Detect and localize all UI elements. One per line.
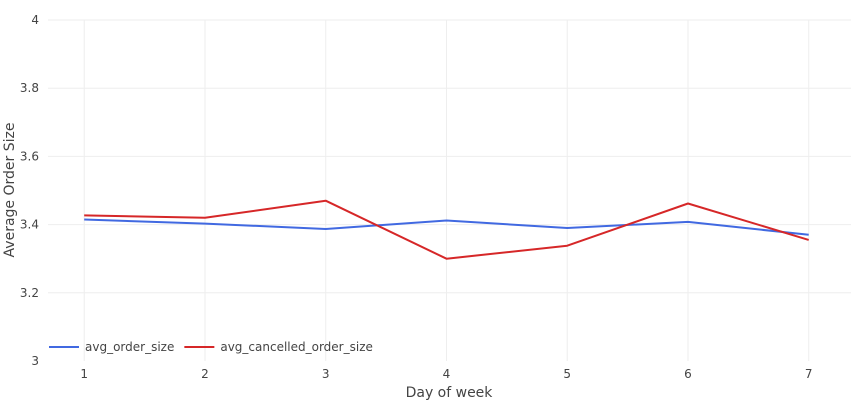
y-tick-label: 3 [31,354,39,368]
series-lines [84,199,809,260]
legend: avg_order_size avg_cancelled_order_size [49,340,373,354]
y-tick-label: 4 [31,13,39,27]
series-line-avg-order-size [84,218,809,236]
legend-label: avg_cancelled_order_size [220,340,373,354]
x-tick-label: 4 [443,367,451,381]
x-tick-label: 3 [322,367,330,381]
x-tick-label: 1 [80,367,88,381]
legend-item[interactable]: avg_order_size [49,340,174,354]
y-axis-title: Average Order Size [2,123,18,258]
series-line-avg-cancelled-order-size [84,199,809,260]
grid [48,19,851,361]
legend-item[interactable]: avg_cancelled_order_size [184,340,373,354]
y-tick-label: 3.4 [20,218,39,232]
y-tick-label: 3.2 [20,286,39,300]
x-axis-title: Day of week [406,385,494,400]
x-tick-label: 7 [805,367,813,381]
x-axis-ticks: 1 2 3 4 5 6 7 [80,367,812,381]
x-tick-label: 6 [684,367,692,381]
x-tick-label: 5 [563,367,571,381]
y-tick-label: 3.6 [20,149,39,163]
x-tick-label: 2 [201,367,209,381]
legend-label: avg_order_size [85,340,174,354]
y-axis-ticks: 3 3.2 3.4 3.6 3.8 4 [20,13,39,368]
y-tick-label: 3.8 [20,81,39,95]
